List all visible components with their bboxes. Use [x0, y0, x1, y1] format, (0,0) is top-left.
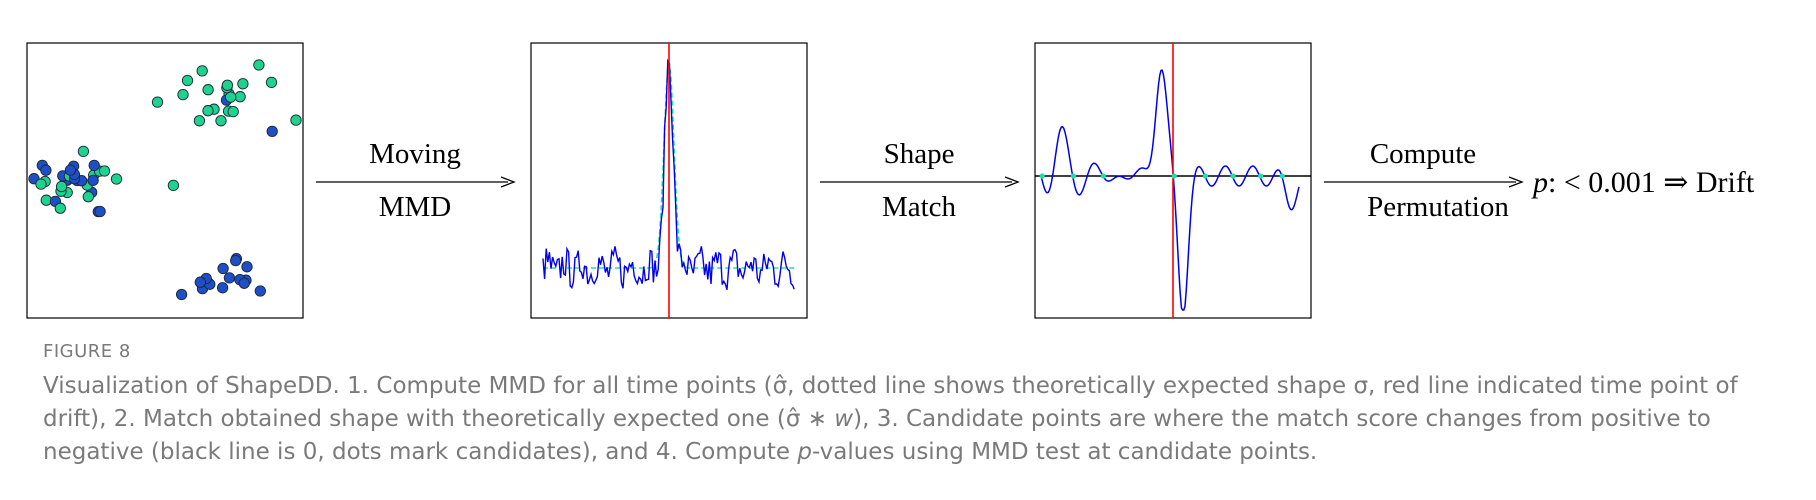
scatter-point	[151, 96, 164, 108]
scatter-point	[215, 115, 227, 127]
scatter-point	[225, 91, 237, 103]
caption-text: Visualization of ShapeDD. 1. Compute MMD…	[43, 373, 1738, 465]
scatter-point	[77, 145, 90, 158]
scatter-point	[40, 164, 52, 176]
scatter-point	[238, 277, 250, 289]
scatter-point	[253, 59, 265, 71]
scatter-point	[193, 115, 206, 127]
figure-caption: FIGURE 8 Visualization of ShapeDD. 1. Co…	[43, 341, 1783, 469]
scatter-point	[217, 262, 229, 275]
result-text: p: < 0.001 ⇒ Drift	[1531, 166, 1755, 199]
result-p: p	[1531, 166, 1548, 199]
scatter-point	[223, 272, 236, 284]
scatter-point	[254, 285, 266, 297]
candidate-dot	[1100, 173, 1106, 179]
scatter-point	[175, 288, 188, 301]
candidate-dot	[1171, 173, 1177, 179]
step-2-label-line2: Match	[882, 191, 957, 223]
step-1-label-line1: Moving	[369, 138, 461, 170]
mmd-curve-panel	[530, 42, 808, 319]
step-3-label-line2: Permutation	[1367, 191, 1509, 223]
candidate-dot	[1202, 173, 1208, 179]
scatter-point	[230, 254, 242, 267]
shape-match-step: Shape Match	[820, 138, 1020, 223]
scatter-point	[177, 88, 189, 101]
step-1-label-line2: MMD	[379, 191, 452, 223]
scatter-point	[196, 65, 208, 77]
figure-label: FIGURE 8	[43, 341, 131, 362]
result-value: : < 0.001 ⇒ Drift	[1548, 166, 1755, 199]
candidate-dot	[1039, 173, 1045, 179]
scatter-point	[221, 79, 234, 91]
scatter-point	[241, 261, 253, 273]
shape-match-panel	[1034, 42, 1312, 319]
scatter-point	[98, 165, 111, 177]
scatter-point	[181, 74, 194, 87]
scatter-point	[237, 78, 249, 90]
scatter-point	[64, 164, 77, 176]
scatter-point	[265, 76, 278, 89]
scatter-point	[202, 105, 214, 117]
moving-mmd-step: Moving MMD	[316, 138, 516, 223]
step-3-label-line1: Compute	[1370, 138, 1476, 170]
match-score-line	[1040, 69, 1300, 311]
scatter-point	[94, 205, 106, 218]
candidate-dot	[1258, 173, 1264, 179]
scatter-point	[202, 84, 214, 96]
scatter-point	[88, 159, 100, 172]
step-2-label-line1: Shape	[884, 138, 955, 170]
candidate-dot	[1070, 173, 1076, 179]
candidate-dot	[1279, 173, 1285, 179]
shapedd-diagram: Moving MMD Shape Match Compute Permutati…	[26, 42, 1755, 319]
compute-permutation-step: Compute Permutation	[1324, 138, 1524, 223]
scatter-point	[290, 114, 302, 126]
scatter-point	[227, 105, 239, 118]
scatter-panel	[26, 42, 304, 319]
scatter-point	[87, 174, 99, 187]
candidate-dot	[1230, 173, 1236, 179]
scatter-point	[266, 125, 278, 138]
scatter-point	[110, 173, 123, 185]
scatter-point	[55, 180, 68, 193]
scatter-point	[35, 178, 47, 190]
scatter-point	[167, 179, 180, 192]
scatter-point	[234, 91, 246, 103]
scatter-point	[54, 202, 66, 214]
scatter-point	[194, 276, 206, 288]
scatter-point	[216, 282, 229, 294]
scatter-point	[82, 191, 94, 203]
